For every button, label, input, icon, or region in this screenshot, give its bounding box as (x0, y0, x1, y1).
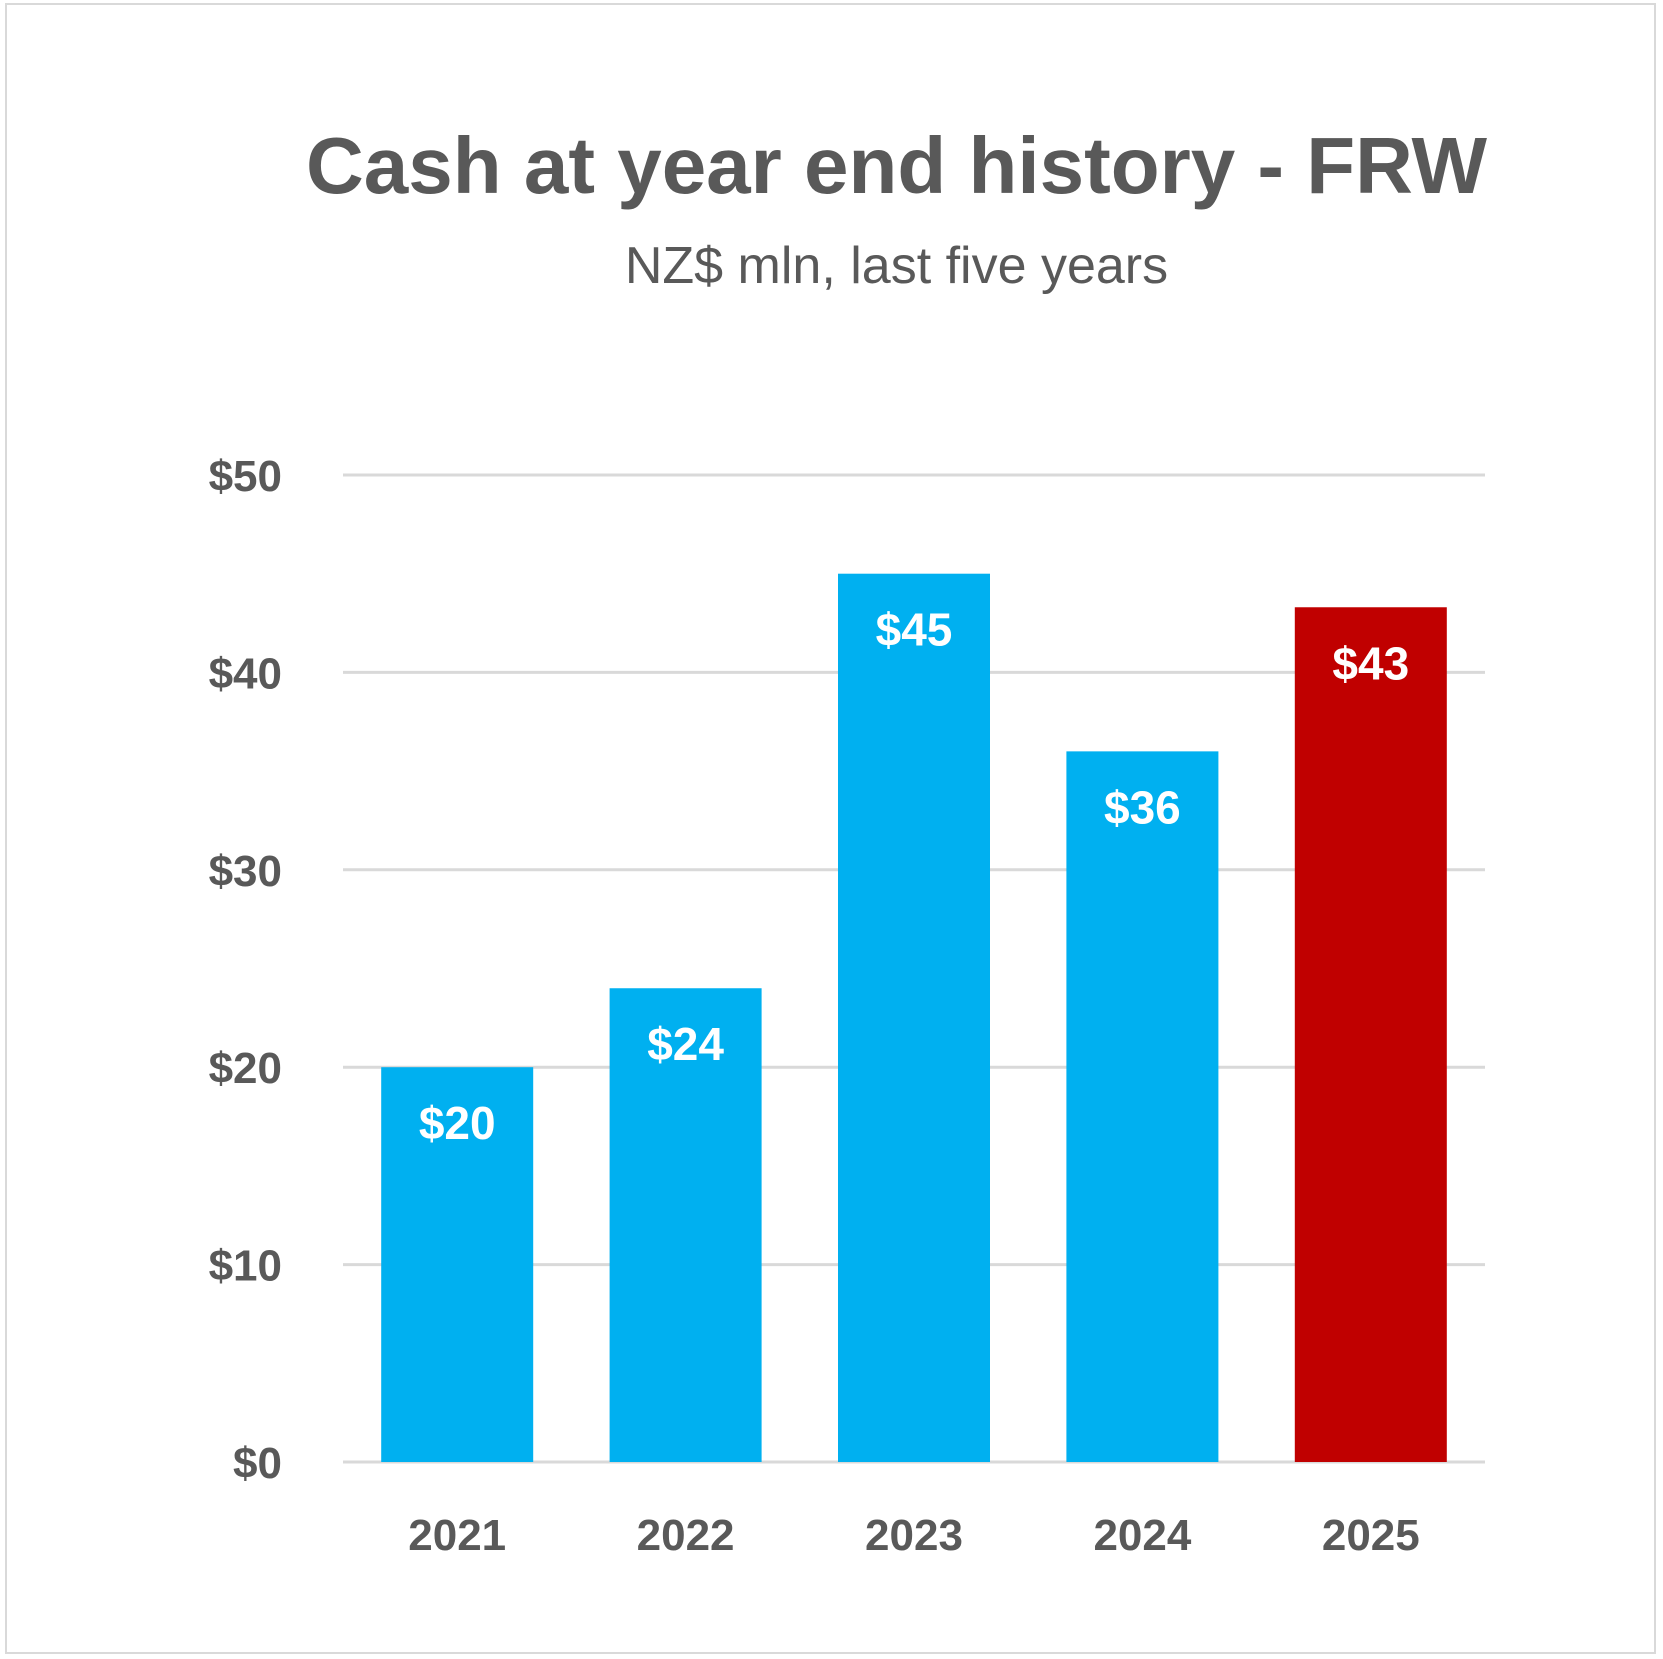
data-label: $43 (1332, 637, 1409, 689)
x-category-label: 2022 (637, 1511, 735, 1560)
x-category-label: 2024 (1093, 1511, 1191, 1560)
data-label: $20 (419, 1097, 496, 1149)
x-category-label: 2021 (408, 1511, 506, 1560)
bar-2021 (381, 1067, 534, 1462)
bar-2024 (1066, 751, 1219, 1462)
data-label: $36 (1104, 781, 1181, 833)
y-tick-label: $30 (209, 847, 282, 896)
y-tick-label: $40 (209, 649, 282, 698)
data-label: $45 (876, 604, 953, 656)
y-tick-label: $50 (209, 452, 282, 501)
y-axis-tick-labels: $0 $10 $20 $30 $40 $50 (209, 452, 282, 1488)
data-label: $24 (647, 1018, 724, 1070)
y-tick-label: $20 (209, 1044, 282, 1093)
chart-subtitle: NZ$ mln, last five years (624, 237, 1169, 295)
bar-2022 (609, 988, 762, 1462)
x-category-label: 2023 (865, 1511, 963, 1560)
x-category-label: 2025 (1322, 1511, 1420, 1560)
chart-title: Cash at year end history - FRW (305, 121, 1487, 210)
data-labels: $20 $24 $45 $36 $43 (419, 604, 1409, 1149)
y-tick-label: $0 (233, 1439, 282, 1488)
y-tick-label: $10 (209, 1242, 282, 1291)
bars (381, 573, 1447, 1462)
bar-2023 (838, 573, 990, 1462)
bar-2025 (1294, 607, 1447, 1462)
x-axis-category-labels: 2021 2022 2023 2024 2025 (408, 1511, 1419, 1560)
